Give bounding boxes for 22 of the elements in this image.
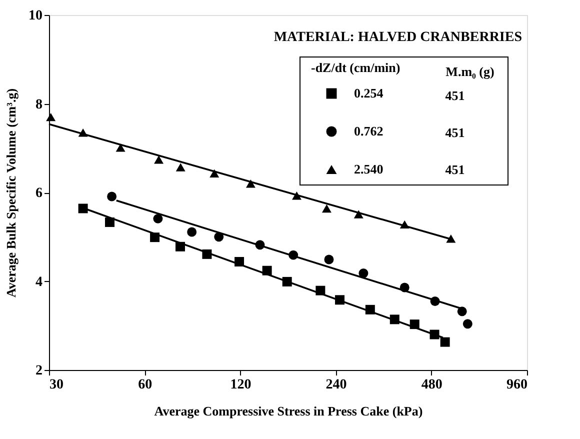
x-tick-label: 30 [50,378,64,392]
x-tick-label: 240 [326,378,347,392]
legend-label: 2.540 [354,162,384,176]
legend-label: 0.762 [354,124,384,138]
x-axis-title: Average Compressive Stress in Press Cake (kPa) [154,404,423,418]
x-tick-label: 60 [138,378,152,392]
y-tick-label: 6 [36,186,42,201]
annotation: 451 [445,125,465,140]
y-tick-label: 4 [36,274,42,290]
y-tick-label: 8 [36,97,42,112]
annotation: MATERIAL: HALVED CRANBERRIES [274,30,522,45]
y-tick-label: 10 [28,8,42,24]
annotation: M.m₀ (g) [446,64,494,79]
annotation: 451 [445,162,465,177]
annotation: 451 [445,88,465,103]
x-tick-label: 480 [421,378,442,392]
y-axis-title: Average Bulk Specific Volume (cm³.g) [4,88,18,298]
y-tick-label: 2 [36,364,42,378]
legend-title: -dZ/dt (cm/min) [311,60,400,75]
x-tick-label: 960 [506,378,528,392]
x-tick-label: 120 [230,378,252,392]
legend-label: 0.254 [354,86,384,100]
